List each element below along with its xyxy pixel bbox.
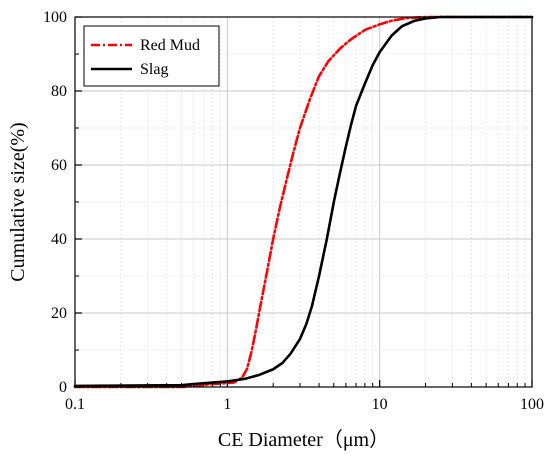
y-tick-label: 100 — [43, 9, 67, 26]
x-tick-label: 100 — [520, 396, 544, 413]
x-tick-label: 10 — [372, 396, 388, 413]
legend-label-slag: Slag — [140, 61, 168, 78]
x-tick-labels: 0.1 1 10 100 — [65, 396, 544, 413]
x-tick-label: 1 — [223, 396, 231, 413]
series-layer — [73, 15, 534, 389]
y-tick-label: 20 — [51, 305, 67, 322]
y-tick-label: 0 — [59, 379, 67, 396]
series-line-red-mud — [73, 15, 534, 389]
y-tick-label: 60 — [51, 157, 67, 174]
legend: Red Mud Slag — [83, 25, 220, 87]
x-axis-title: CE Diameter（μm） — [218, 428, 389, 451]
legend-box — [83, 25, 220, 87]
series-line-slag — [73, 15, 534, 388]
y-tick-label: 80 — [51, 83, 67, 100]
y-axis-title: Cumulative size(%) — [7, 122, 29, 281]
legend-label-red-mud: Red Mud — [140, 37, 200, 54]
y-tick-labels: 0 20 40 60 80 100 — [43, 9, 67, 396]
axis-ticks — [74, 16, 533, 388]
x-tick-label: 0.1 — [65, 396, 85, 413]
y-tick-label: 40 — [51, 231, 67, 248]
